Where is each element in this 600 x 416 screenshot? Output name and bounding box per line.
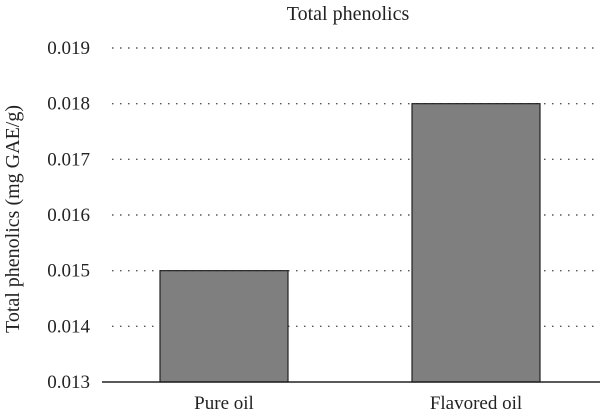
y-tick-label: 0.017 (47, 149, 90, 170)
x-category-label: Flavored oil (430, 393, 522, 414)
y-tick-label: 0.016 (47, 205, 90, 226)
bar-flavored-oil (411, 103, 541, 383)
bar-pure-oil (159, 270, 289, 383)
y-tick-labels: 0.013 0.014 0.015 0.016 0.017 0.018 0.019 (47, 38, 90, 393)
x-category-label: Pure oil (194, 393, 254, 414)
y-tick-label: 0.018 (47, 94, 90, 115)
chart-title: Total phenolics (287, 3, 410, 25)
y-tick-label: 0.013 (47, 372, 90, 393)
y-tick-label: 0.014 (47, 316, 90, 337)
y-tick-label: 0.015 (47, 261, 90, 282)
x-category-labels: Pure oil Flavored oil (194, 393, 522, 414)
bars (159, 103, 541, 383)
y-tick-label: 0.019 (47, 38, 90, 59)
y-axis-label: Total phenolics (mg GAE/g) (2, 105, 24, 333)
